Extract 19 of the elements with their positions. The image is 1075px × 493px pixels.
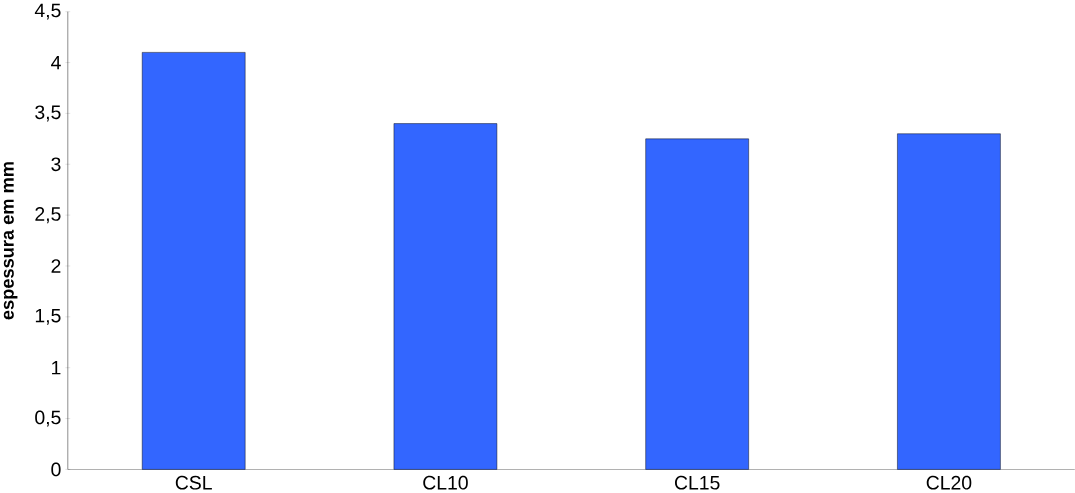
x-tick-label: CSL: [175, 475, 212, 490]
y-tick-label: 4: [51, 55, 61, 70]
y-tick-label: 1: [52, 360, 61, 375]
x-tick-label: CL15: [674, 475, 720, 490]
y-axis-title: espessura em mm: [3, 161, 18, 320]
bar: [141, 51, 246, 470]
x-tick-label: CL20: [926, 475, 972, 490]
y-tick-label: 2,5: [35, 206, 61, 223]
bar: [645, 138, 749, 470]
x-tick-label: CL10: [423, 475, 468, 490]
bar: [897, 133, 1001, 470]
y-tick-label: 1,5: [35, 308, 61, 325]
y-tick-label: 0,5: [35, 410, 61, 427]
y-tick-label: 3,5: [35, 105, 61, 122]
y-tick-label: 0: [51, 462, 61, 477]
y-tick-label: 4,5: [34, 3, 61, 20]
y-tick-label: 2: [51, 259, 61, 273]
bar: [393, 123, 498, 470]
y-tick-label: 3: [51, 157, 61, 171]
